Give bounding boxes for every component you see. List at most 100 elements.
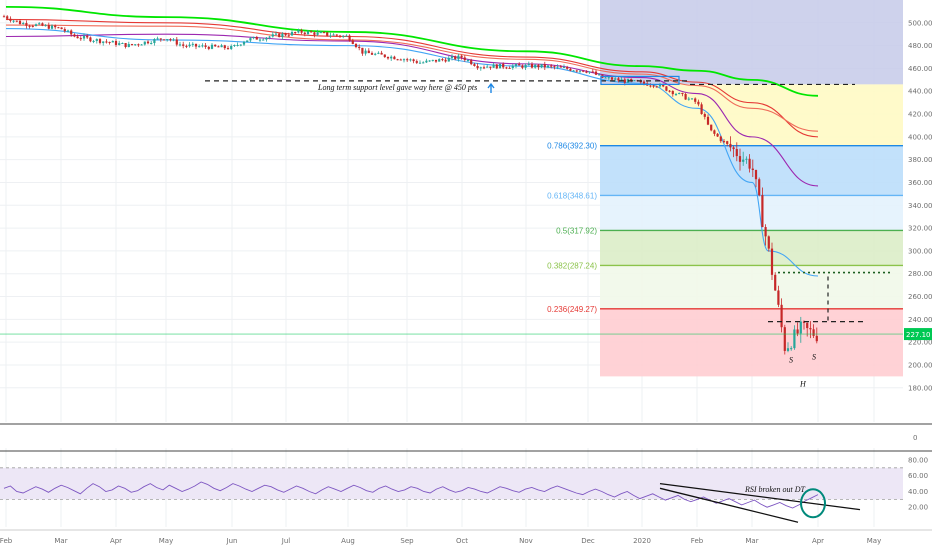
candle xyxy=(463,55,466,62)
candle xyxy=(479,66,482,71)
annotations: Long term support level gave way here @ … xyxy=(0,75,903,389)
candle-body xyxy=(236,44,239,46)
candle xyxy=(284,32,287,37)
candle xyxy=(31,24,34,28)
candle xyxy=(582,70,585,73)
candle xyxy=(562,64,566,69)
candle xyxy=(518,62,521,66)
candle-body xyxy=(41,23,44,26)
candle xyxy=(374,52,377,56)
candle-body xyxy=(790,348,793,350)
candle xyxy=(98,38,102,45)
candle-body xyxy=(322,32,326,34)
candle xyxy=(169,38,172,42)
candle-body xyxy=(92,40,95,42)
candle-body xyxy=(620,79,623,81)
candle xyxy=(121,42,124,45)
candle-body xyxy=(191,43,194,45)
candle-body xyxy=(726,141,729,144)
candle xyxy=(354,43,358,49)
candle-body xyxy=(169,39,172,41)
candle xyxy=(569,67,572,72)
candle xyxy=(313,31,316,38)
candle xyxy=(508,66,511,69)
candle-body xyxy=(617,78,620,81)
candle xyxy=(102,41,105,46)
candle xyxy=(370,51,374,55)
candle xyxy=(486,64,489,68)
candle-body xyxy=(217,46,220,48)
candle-body xyxy=(79,38,82,40)
fib-level-label-4: 0.236(249.27) xyxy=(547,305,597,314)
candle xyxy=(361,47,364,56)
candle xyxy=(742,151,745,166)
candle-body xyxy=(697,101,700,105)
candle xyxy=(591,68,594,73)
candle-body xyxy=(9,18,12,21)
candle-body xyxy=(614,78,617,80)
candle-body xyxy=(649,85,652,87)
candle-body xyxy=(220,45,223,48)
candle-body xyxy=(684,93,687,100)
rsi-breakout-circle xyxy=(800,488,826,519)
candle xyxy=(329,32,332,38)
candle-body xyxy=(162,39,166,41)
candle xyxy=(732,145,735,158)
candle xyxy=(230,44,233,51)
candle-body xyxy=(316,32,319,35)
moving-averages xyxy=(5,5,819,277)
moving-average-2 xyxy=(5,24,819,132)
candle xyxy=(681,92,684,97)
candle-body xyxy=(82,35,86,39)
candle xyxy=(214,44,217,47)
moving-average-1 xyxy=(5,18,819,138)
candle-body xyxy=(6,16,9,19)
candle-body xyxy=(537,64,540,68)
fib-level-label-1: 0.618(348.61) xyxy=(547,191,597,200)
candle xyxy=(466,59,470,62)
candle xyxy=(540,64,543,69)
candle xyxy=(447,55,450,62)
candle xyxy=(319,30,322,34)
candle xyxy=(751,159,754,178)
candle-body xyxy=(642,81,646,84)
candle xyxy=(399,58,402,61)
candle-body xyxy=(124,43,127,48)
candle xyxy=(118,40,121,46)
candle xyxy=(79,36,82,41)
candle xyxy=(316,29,319,37)
x-tick-label: Mar xyxy=(54,537,67,545)
candle xyxy=(521,64,524,70)
candle xyxy=(684,92,687,100)
candle xyxy=(166,39,169,42)
candle-body xyxy=(18,20,22,25)
candle xyxy=(777,285,780,308)
candle xyxy=(550,64,553,69)
candle-body xyxy=(233,44,236,47)
candle xyxy=(34,23,38,27)
candle xyxy=(674,92,678,96)
candle xyxy=(63,27,66,33)
candle-body xyxy=(556,66,559,68)
candle xyxy=(70,29,73,37)
candle-body xyxy=(166,39,169,41)
candle-body xyxy=(98,39,102,43)
x-tick-label: Mar xyxy=(745,537,758,545)
candle-body xyxy=(73,34,76,37)
candle-body xyxy=(172,39,175,41)
fib-zone-0 xyxy=(600,84,903,146)
candle xyxy=(76,34,79,39)
candle-body xyxy=(15,20,18,22)
candle xyxy=(159,38,162,42)
candle-body xyxy=(518,64,521,66)
candle xyxy=(722,139,726,144)
candle-body xyxy=(111,41,114,43)
candle-body xyxy=(665,86,668,91)
candle xyxy=(207,45,210,51)
candle xyxy=(137,43,140,47)
candle-body xyxy=(367,50,370,54)
candle-body xyxy=(146,41,150,44)
candle-body xyxy=(806,322,809,329)
candle xyxy=(386,56,390,60)
candle xyxy=(252,36,255,40)
